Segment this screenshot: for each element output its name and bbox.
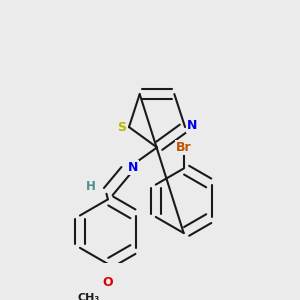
Text: Br: Br: [176, 141, 191, 154]
Text: S: S: [118, 121, 127, 134]
Text: N: N: [128, 160, 138, 174]
Text: N: N: [187, 119, 197, 132]
Text: O: O: [103, 276, 113, 289]
Text: H: H: [86, 180, 96, 193]
Text: CH₃: CH₃: [77, 293, 99, 300]
